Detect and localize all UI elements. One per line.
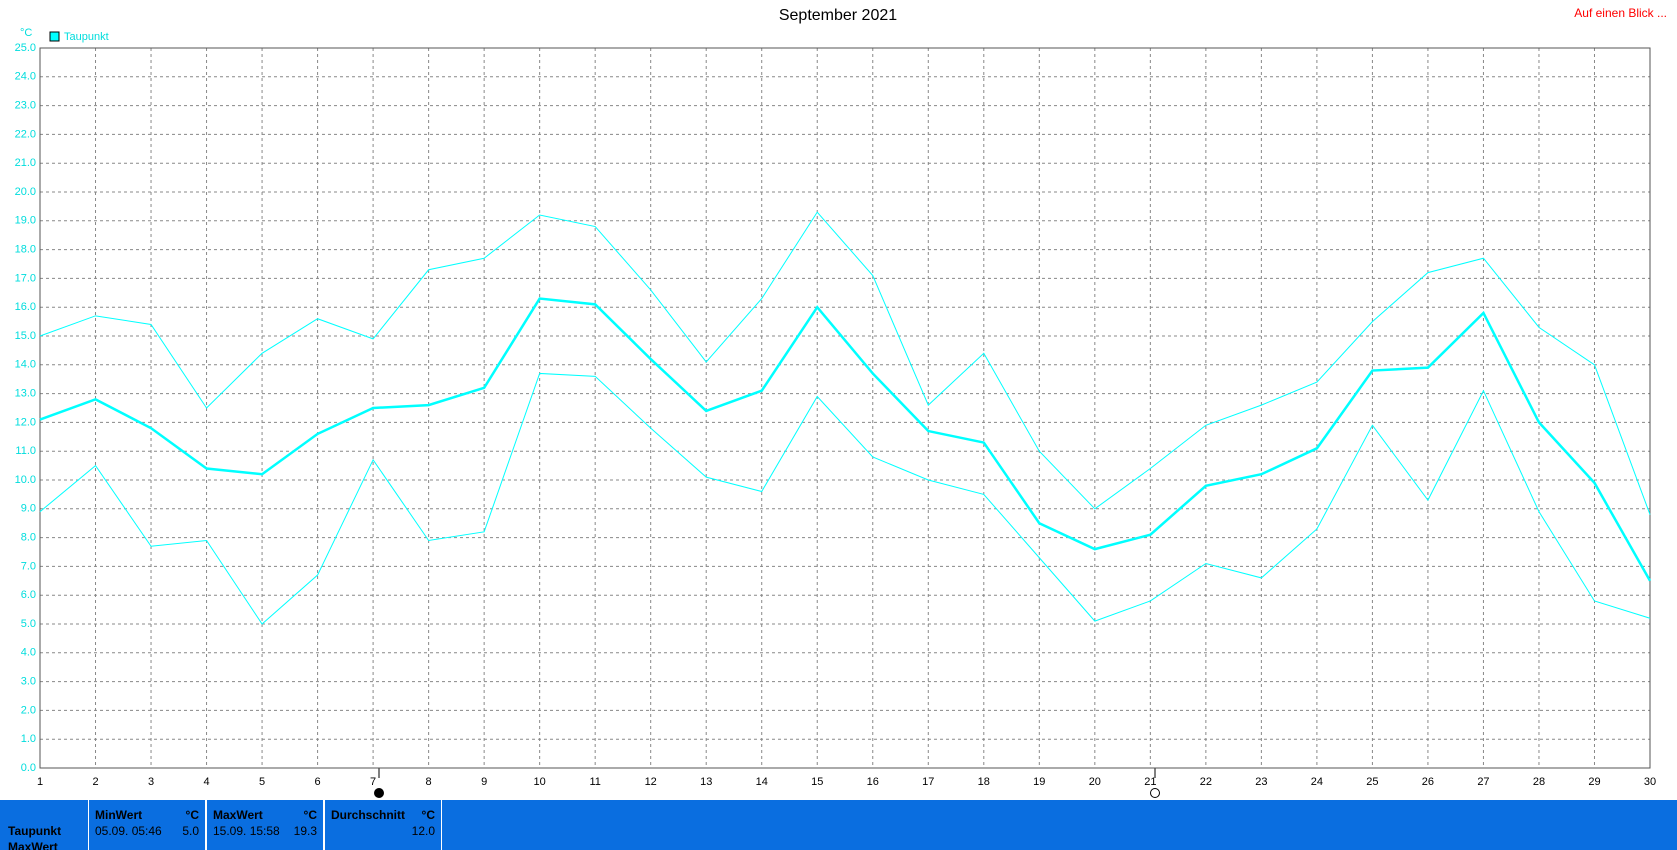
moon-new — [1150, 788, 1160, 798]
stat-header: MaxWert — [213, 808, 263, 822]
stat-header: Durchschnitt — [331, 808, 406, 822]
stat-box: MinWert °C 05.09. 05:46 5.0 — [88, 800, 206, 850]
y-tick-label: 11.0 — [15, 445, 36, 457]
y-tick-label: 1.0 — [21, 733, 36, 745]
x-tick-label: 21 — [1144, 776, 1156, 788]
x-tick-label: 7 — [370, 776, 376, 788]
x-tick-label: 23 — [1255, 776, 1267, 788]
stat-time: 05.09. 05:46 — [95, 824, 162, 838]
y-tick-label: 0.0 — [21, 762, 36, 774]
y-tick-label: 18.0 — [15, 244, 36, 256]
x-tick-label: 22 — [1200, 776, 1212, 788]
y-tick-label: 21.0 — [15, 157, 36, 169]
y-tick-label: 9.0 — [21, 503, 36, 515]
y-tick-label: 19.0 — [15, 215, 36, 227]
x-tick-label: 4 — [203, 776, 209, 788]
stat-box: MaxWert °C 15.09. 15:58 19.3 — [206, 800, 324, 850]
x-tick-label: 9 — [481, 776, 487, 788]
x-tick-label: 15 — [811, 776, 823, 788]
x-tick-label: 3 — [148, 776, 154, 788]
moon-full — [374, 788, 384, 798]
x-tick-label: 1 — [37, 776, 43, 788]
stat-value: 5.0 — [182, 824, 199, 838]
x-tick-label: 29 — [1588, 776, 1600, 788]
x-tick-label: 2 — [92, 776, 98, 788]
x-tick-label: 10 — [534, 776, 546, 788]
x-tick-label: 13 — [700, 776, 712, 788]
x-tick-label: 17 — [922, 776, 934, 788]
y-tick-label: 2.0 — [21, 704, 36, 716]
x-tick-label: 19 — [1033, 776, 1045, 788]
y-tick-label: 8.0 — [21, 532, 36, 544]
x-tick-label: 27 — [1477, 776, 1489, 788]
plot-area — [40, 48, 1650, 768]
link[interactable]: Auf einen Blick ... — [1574, 6, 1667, 20]
legend-swatch — [49, 31, 60, 42]
y-tick-label: 23.0 — [15, 100, 36, 112]
y-tick-label: 6.0 — [21, 589, 36, 601]
y-tick-label: 7.0 — [21, 560, 36, 572]
stat-box: Durchschnitt °C 12.0 — [324, 800, 442, 850]
legend-label: Taupunkt — [64, 31, 109, 43]
y-tick-label: 4.0 — [21, 647, 36, 659]
x-tick-label: 5 — [259, 776, 265, 788]
chart: September 2021 °C 0.0 1.0 2.0 3.0 4.0 5.0 6.0 7… — [15, 7, 1656, 798]
x-tick-label: 6 — [315, 776, 321, 788]
row-label: Taupunkt — [8, 824, 62, 838]
y-tick-label: 17.0 — [15, 272, 36, 284]
series-line — [39, 211, 1651, 515]
y-tick-label: 15.0 — [15, 330, 36, 342]
stat-unit: °C — [185, 808, 199, 822]
chart-title: September 2021 — [779, 7, 897, 24]
x-tick-label: 16 — [867, 776, 879, 788]
x-tick-label: 8 — [426, 776, 432, 788]
x-tick-label: 14 — [756, 776, 768, 788]
x-tick-label: 30 — [1644, 776, 1656, 788]
y-tick-label: 24.0 — [15, 71, 36, 83]
stat-value: 19.3 — [293, 824, 317, 838]
y-tick-label: 13.0 — [15, 388, 36, 400]
x-tick-label: 12 — [645, 776, 657, 788]
series-line — [39, 372, 1651, 625]
stat-value: 12.0 — [411, 824, 435, 838]
y-tick-label: 12.0 — [15, 416, 36, 428]
series-line — [39, 297, 1652, 582]
plot-border — [39, 47, 1651, 769]
y-tick-label: 25.0 — [15, 42, 36, 54]
stat-time: 15.09. 15:58 — [213, 824, 280, 838]
x-tick-label: 28 — [1533, 776, 1545, 788]
x-tick-label: 25 — [1366, 776, 1378, 788]
x-tick-label: 11 — [589, 776, 600, 788]
x-tick-label: 26 — [1422, 776, 1434, 788]
y-tick-label: 14.0 — [15, 359, 36, 371]
stat-unit: °C — [421, 808, 435, 822]
stats-panel: Taupunkt MaxWert MinWert °C 05.09. 05:46… — [0, 800, 1677, 850]
y-tick-label: 22.0 — [15, 128, 36, 140]
x-tick-label: 20 — [1089, 776, 1101, 788]
y-unit: °C — [20, 27, 32, 39]
y-tick-label: 20.0 — [15, 186, 36, 198]
x-tick-label: 24 — [1311, 776, 1323, 788]
stat-unit: °C — [303, 808, 317, 822]
x-tick-label: 18 — [978, 776, 990, 788]
row-label: MaxWert — [8, 840, 58, 850]
stat-header: MinWert — [95, 808, 143, 822]
y-tick-label: 10.0 — [15, 474, 36, 486]
y-tick-label: 16.0 — [15, 301, 36, 313]
y-tick-label: 5.0 — [21, 618, 36, 630]
y-tick-label: 3.0 — [21, 676, 36, 688]
